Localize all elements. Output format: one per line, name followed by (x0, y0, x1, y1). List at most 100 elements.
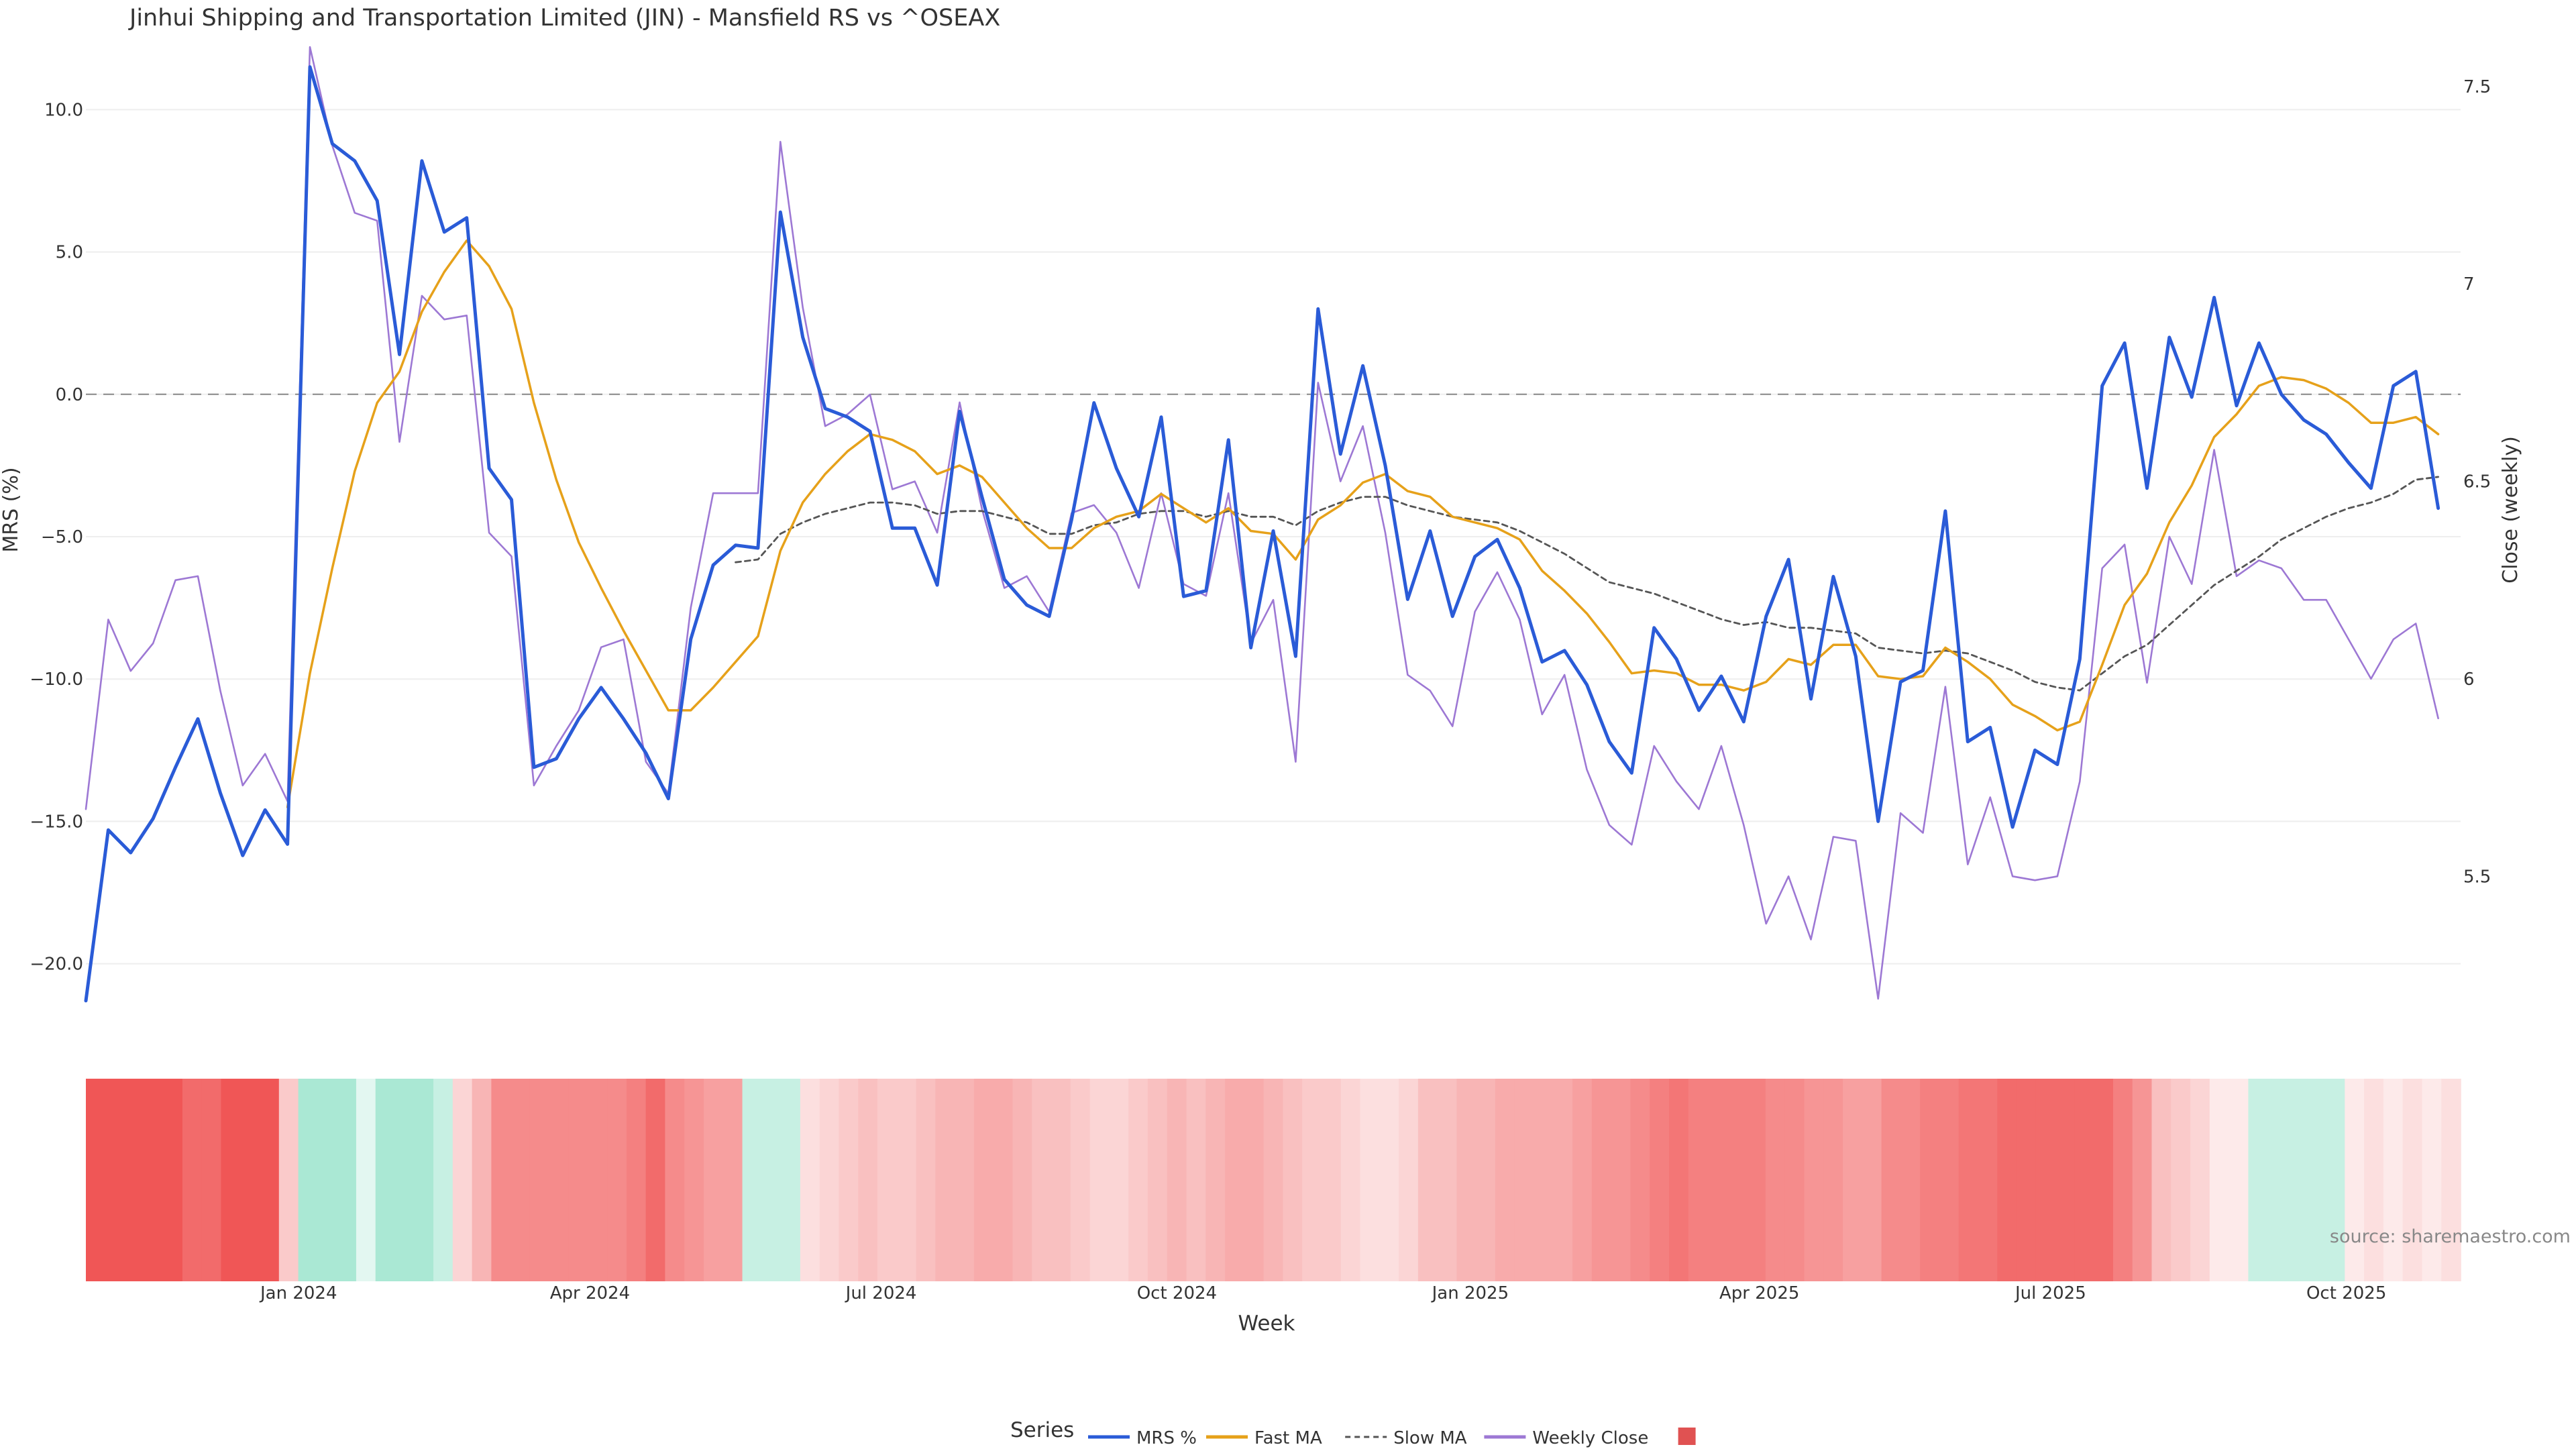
heatmap-cell (105, 1079, 125, 1281)
x-axis-label: Week (1238, 1311, 1295, 1336)
legend-item: MRS % (1088, 1428, 1197, 1448)
heatmap-cell (955, 1079, 975, 1281)
heatmap-cell (375, 1079, 396, 1281)
heatmap-cell (1109, 1079, 1129, 1281)
heatmap-cell (1186, 1079, 1207, 1281)
heatmap-cell (742, 1079, 763, 1281)
heatmap-cell (645, 1079, 666, 1281)
heatmap-cell (260, 1079, 280, 1281)
heatmap-cell (568, 1079, 589, 1281)
heatmap-cell (819, 1079, 840, 1281)
x-tick-label: Jan 2024 (259, 1283, 337, 1303)
heatmap-cell (2112, 1079, 2133, 1281)
heatmap-cell (2055, 1079, 2076, 1281)
heatmap-cell (2017, 1079, 2037, 1281)
heatmap-cell (1843, 1079, 1863, 1281)
x-tick-label: Apr 2025 (1719, 1283, 1799, 1303)
heatmap-cell (394, 1079, 415, 1281)
y-right-tick-label: 7.5 (2463, 77, 2491, 97)
legend-label: Weekly Close (1532, 1428, 1648, 1448)
heatmap-cell (2345, 1079, 2365, 1281)
heatmap-cell (703, 1079, 724, 1281)
y-right-tick-label: 6.5 (2463, 472, 2491, 492)
heatmap-cell (2171, 1079, 2191, 1281)
heatmap-cell (1534, 1079, 1554, 1281)
y-right-tick-label: 7 (2463, 274, 2475, 294)
series-line-slow-ma (735, 476, 2439, 692)
heatmap-cell (163, 1079, 183, 1281)
heatmap-cell (1340, 1079, 1361, 1281)
heatmap-cell (1630, 1079, 1651, 1281)
heatmap-cell (356, 1079, 376, 1281)
y-right-tick-label: 5.5 (2463, 867, 2491, 887)
heatmap-cell (1244, 1079, 1265, 1281)
heatmap-cell (1862, 1079, 1882, 1281)
heatmap-cell (86, 1079, 106, 1281)
heatmap-cell (2441, 1079, 2461, 1281)
heatmap-cell (858, 1079, 878, 1281)
series-line-mrs (84, 65, 2440, 1003)
heatmap-cell (1167, 1079, 1187, 1281)
heatmap-cell (1650, 1079, 1670, 1281)
heatmap-cell (1669, 1079, 1689, 1281)
heatmap-cell (278, 1079, 299, 1281)
legend-label: MRS % (1136, 1428, 1197, 1448)
heatmap-cell (1804, 1079, 1825, 1281)
x-tick-label: Oct 2024 (1137, 1283, 1217, 1303)
heatmap-cell (472, 1079, 492, 1281)
heatmap-cell (529, 1079, 550, 1281)
heatmap-cell (1765, 1079, 1786, 1281)
heatmap-cell (414, 1079, 434, 1281)
heatmap-cell (1823, 1079, 1843, 1281)
heatmap-cell (2306, 1079, 2326, 1281)
y-axis-right-label: Close (weekly) (2499, 436, 2522, 584)
y-left-tick-label: 10.0 (44, 100, 83, 120)
y-axis-left-label: MRS (%) (0, 467, 23, 552)
heatmap-cell (2325, 1079, 2346, 1281)
heatmap-cell (722, 1079, 743, 1281)
heatmap-cell (665, 1079, 685, 1281)
heatmap-cell (2151, 1079, 2172, 1281)
heatmap-cell (2094, 1079, 2114, 1281)
heatmap-cell (2074, 1079, 2094, 1281)
heatmap-cell (2035, 1079, 2056, 1281)
heatmap-cell (1379, 1079, 1399, 1281)
heatmap-cell (684, 1079, 704, 1281)
heatmap-cell (144, 1079, 164, 1281)
x-tick-label: Jul 2025 (2014, 1283, 2086, 1303)
heatmap-cell (298, 1079, 319, 1281)
heatmap-cell (916, 1079, 936, 1281)
x-tick-label: Jul 2024 (845, 1283, 917, 1303)
heatmap-cell (1553, 1079, 1573, 1281)
legend: Series MRS % Fast MA Slow MA Weekly Close (1010, 1418, 1696, 1448)
heatmap-cell (1978, 1079, 1998, 1281)
heatmap-cell (761, 1079, 782, 1281)
heatmap-cell (337, 1079, 357, 1281)
heatmap-cell (2190, 1079, 2210, 1281)
heatmap-cell (452, 1079, 473, 1281)
heatmap-cell (1205, 1079, 1226, 1281)
heatmap-cell (2248, 1079, 2268, 1281)
heatmap-cell (1900, 1079, 1921, 1281)
heatmap-cell (1070, 1079, 1091, 1281)
legend-swatch (1678, 1428, 1696, 1445)
heatmap-cell (1784, 1079, 1805, 1281)
y-left-tick-label: 0.0 (56, 385, 83, 405)
heatmap-cell (839, 1079, 859, 1281)
legend-item: Fast MA (1206, 1428, 1322, 1448)
y-axis-left: 10.0 5.0 0.0 −5.0 −10.0 −15.0 −20.0 (30, 100, 83, 974)
y-left-tick-label: −15.0 (30, 812, 83, 832)
heatmap-cell (1012, 1079, 1033, 1281)
heatmap-cell (549, 1079, 570, 1281)
x-tick-label: Apr 2024 (550, 1283, 630, 1303)
heatmap-cell (800, 1079, 820, 1281)
heatmap-cell (2383, 1079, 2404, 1281)
heatmap-cell (896, 1079, 917, 1281)
heatmap-cell (2402, 1079, 2423, 1281)
heatmap-cell (1495, 1079, 1515, 1281)
heatmap-cell (221, 1079, 241, 1281)
heatmap-cell (1727, 1079, 1747, 1281)
heatmap-cell (1456, 1079, 1477, 1281)
heatmap-cell (2229, 1079, 2249, 1281)
